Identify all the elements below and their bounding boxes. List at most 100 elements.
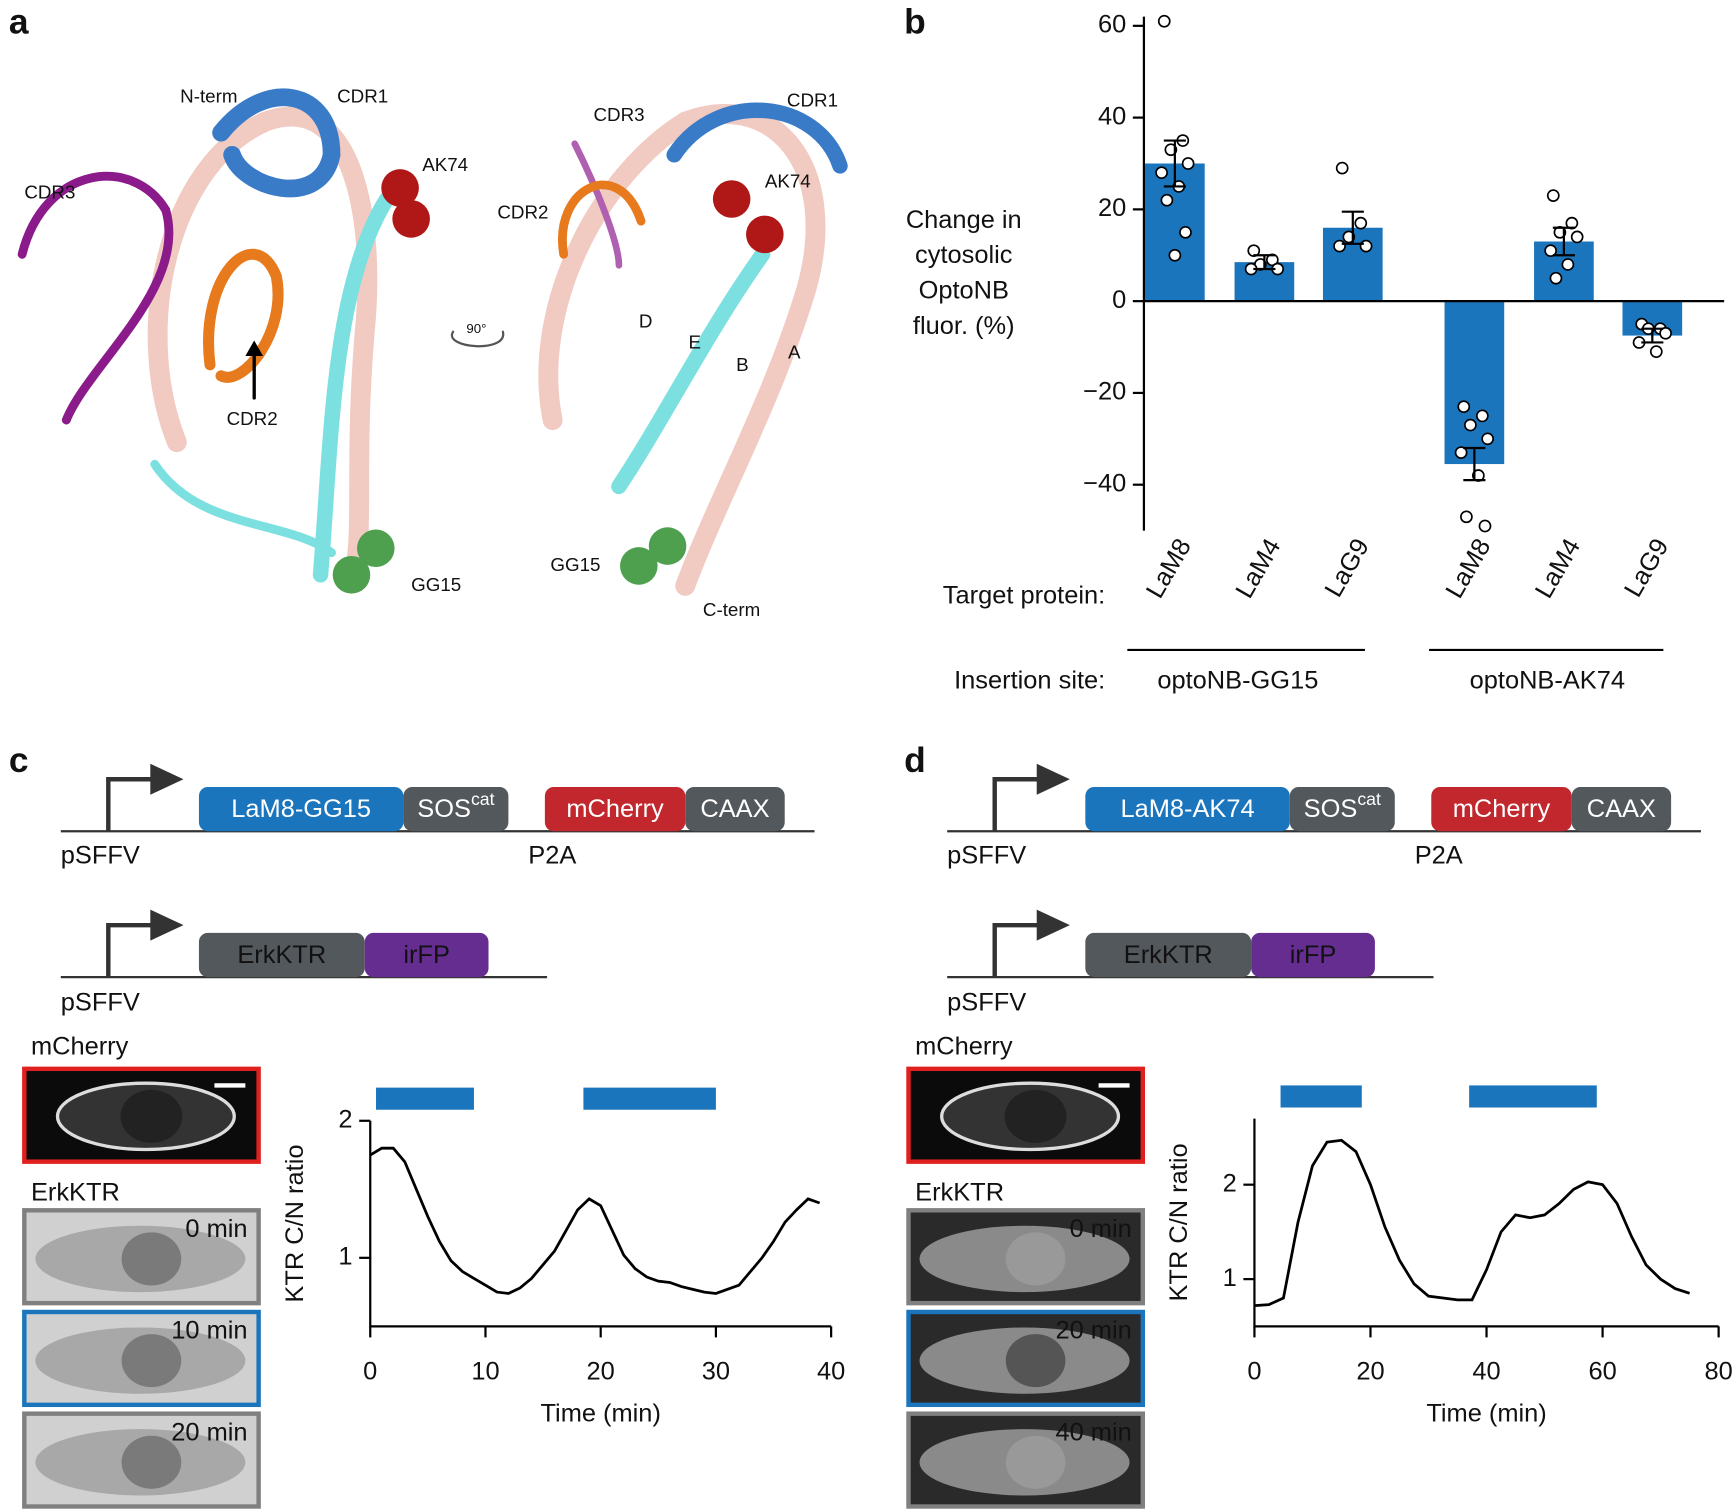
data-point [1359,239,1373,253]
construct-part [1085,932,1252,978]
construct-part [1289,786,1395,832]
part-name: LaM8-GG15 [231,795,371,823]
y-tick-label: −40 [1083,469,1126,497]
error-bar [1341,210,1364,245]
promoter-label: pSFFV [947,988,1026,1016]
axis-title: OptoNB [919,277,1009,305]
error-bar [1552,226,1575,257]
part-label: irFP [1290,941,1337,969]
data-point [1168,248,1182,262]
x-tick-label: 40 [1472,1357,1500,1385]
construct-part [198,932,365,978]
structure-label: N-term [180,85,237,106]
data-point [1464,418,1477,432]
structure-label: GG15 [550,554,600,575]
nucleus [1005,1334,1066,1388]
x-tick-label: 40 [817,1357,845,1385]
structure-label: C-term [703,599,760,620]
part-label: mCherry [566,795,664,823]
promoter-label: pSFFV [61,988,140,1016]
y-tick-label: 0 [1112,286,1126,314]
axis-title: fluor. (%) [913,312,1015,340]
structure-label: D [639,311,653,332]
time-label: 20 min [171,1418,247,1446]
data-point [1454,446,1468,459]
part-label: mCherry [1453,795,1551,823]
x-tick-label: 80 [1704,1357,1732,1385]
x-tick-label: 60 [1588,1357,1616,1385]
data-point [1475,409,1489,423]
data-point [1157,14,1171,28]
stimulation-bar [1469,1085,1597,1108]
structure-art [17,88,848,596]
group-label: optoNB-AK74 [1470,667,1625,695]
time-label: 40 min [1055,1418,1131,1446]
data-point [1354,216,1368,230]
x-tick-label: LaG9 [1619,534,1674,602]
nucleus [121,1334,182,1388]
part-name: SOS [417,795,471,823]
axis-title: KTR C/N ratio [281,1145,309,1303]
y-tick-label: 1 [1223,1264,1237,1292]
data-point [1460,510,1473,524]
construct-part [1571,786,1672,832]
channel-label: ErkKTR [915,1178,1004,1206]
x-tick-label: 30 [702,1357,730,1385]
construct-part [403,786,509,832]
part-name: CAAX [700,795,769,823]
y-tick-label: −20 [1083,378,1126,406]
part-label: LaM8-GG15 [231,795,371,823]
x-tick-label: 20 [587,1357,615,1385]
data-point [1649,345,1663,358]
y-tick-label: 40 [1098,102,1126,130]
y-tick-label: 1 [338,1243,352,1271]
structure-label: CDR3 [594,104,645,125]
rotation-label: 90° [466,321,486,336]
nucleus [1005,1232,1066,1286]
data-point [1481,432,1494,446]
data-point [1181,157,1195,170]
structure-label: AK74 [765,170,811,191]
nucleus [1005,1435,1066,1489]
part-label: ErkKTR [237,941,326,969]
part-label: LaM8-AK74 [1120,795,1254,823]
promoter-arrow [106,922,155,978]
error-bar [1641,327,1664,344]
arrow-head [150,763,184,795]
structure-label: CDR3 [24,181,75,202]
part-name: mCherry [566,795,664,823]
error-bar [1463,446,1486,482]
part-name: SOS [1304,795,1358,823]
error-bar [1253,254,1276,271]
structure-label: A [788,342,801,363]
nucleus [120,1089,183,1143]
group-title: Insertion site: [954,667,1105,695]
part-label: SOScat [1304,789,1381,823]
axes [369,1120,832,1328]
y-tick-label: 20 [1098,194,1126,222]
x-tick-label: 0 [363,1357,377,1385]
y-tick-label: 60 [1098,11,1126,39]
channel-label: mCherry [31,1033,129,1061]
channel-label: mCherry [915,1033,1013,1061]
data-point [1335,161,1349,175]
arrow-head [1036,763,1070,795]
x-tick-label: LaM4 [1230,534,1286,603]
panel-label: d [904,741,926,780]
panel-label: b [904,3,926,42]
axis-title: Target protein: [943,582,1105,610]
part-sup: cat [1357,789,1381,809]
time-label: 0 min [185,1215,247,1243]
part-label: SOScat [417,789,494,823]
data-point [1546,189,1560,202]
axis-title: Time (min) [540,1399,660,1427]
time-label: 0 min [1070,1215,1132,1243]
structure-label: B [736,354,749,375]
part-label: CAAX [1587,795,1656,823]
construct-part [364,932,489,978]
time-label: 20 min [1055,1317,1131,1345]
x-tick-label: 0 [1247,1357,1261,1385]
data-point [1342,230,1356,244]
arrow-head [1036,909,1070,941]
data-point [1179,225,1192,239]
